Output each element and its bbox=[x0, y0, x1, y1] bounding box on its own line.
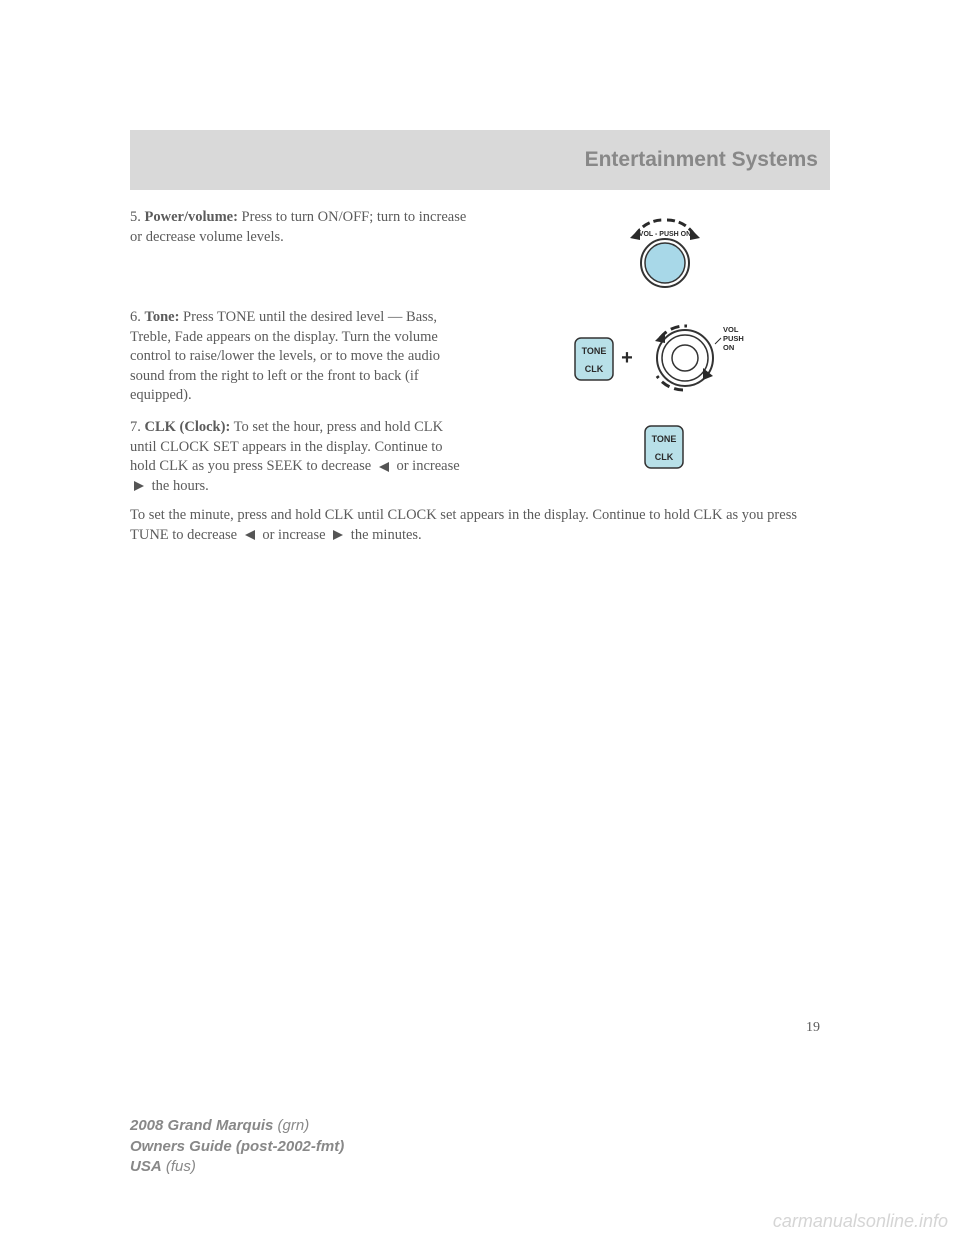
triangle-left-icon-2 bbox=[245, 530, 255, 540]
item-6-row: 6. Tone: Press TONE until the desired le… bbox=[130, 308, 830, 408]
item-7-num: 7. bbox=[130, 419, 141, 435]
item-5-icon-col: VOL - PUSH ON bbox=[470, 208, 830, 298]
item-6-icon-col: TONE CLK + VOL PUSH ON bbox=[470, 308, 830, 408]
svg-text:VOL: VOL bbox=[723, 325, 739, 334]
tone-controls-icon: TONE CLK + VOL PUSH ON bbox=[565, 308, 765, 408]
footer-line-2: Owners Guide (post-2002-fmt) bbox=[130, 1137, 344, 1157]
svg-text:ON: ON bbox=[723, 343, 734, 352]
item-7-rest3: the hours. bbox=[148, 478, 209, 494]
tail-1b: or increase bbox=[259, 527, 329, 543]
item-5-row: 5. Power/volume: Press to turn ON/OFF; t… bbox=[130, 208, 830, 298]
triangle-right-icon bbox=[134, 481, 144, 491]
footer-code-3: (fus) bbox=[162, 1158, 196, 1175]
volume-knob-icon: VOL - PUSH ON bbox=[605, 208, 725, 298]
page-number: 19 bbox=[806, 1020, 820, 1036]
item-7-bold: CLK (Clock): bbox=[145, 419, 231, 435]
triangle-left-icon bbox=[379, 462, 389, 472]
footer-code-1: (grn) bbox=[273, 1117, 309, 1134]
item-6-bold: Tone: bbox=[145, 309, 180, 325]
footer: 2008 Grand Marquis (grn) Owners Guide (p… bbox=[130, 1116, 344, 1177]
item-5-num: 5. bbox=[130, 209, 141, 225]
svg-text:VOL - PUSH ON: VOL - PUSH ON bbox=[639, 231, 691, 238]
item-6-num: 6. bbox=[130, 309, 141, 325]
section-title: Entertainment Systems bbox=[585, 148, 818, 172]
item-7-text: 7. CLK (Clock): To set the hour, press a… bbox=[130, 418, 470, 496]
svg-text:CLK: CLK bbox=[655, 452, 674, 462]
footer-region: USA bbox=[130, 1158, 162, 1175]
footer-line-1: 2008 Grand Marquis (grn) bbox=[130, 1116, 344, 1136]
item-5-text: 5. Power/volume: Press to turn ON/OFF; t… bbox=[130, 208, 470, 247]
item-7-row: 7. CLK (Clock): To set the hour, press a… bbox=[130, 418, 830, 496]
header-bar: Entertainment Systems bbox=[130, 130, 830, 190]
tone-clk-button-icon: TONE CLK bbox=[635, 418, 695, 478]
watermark: carmanualsonline.info bbox=[773, 1211, 948, 1232]
svg-text:TONE: TONE bbox=[582, 346, 607, 356]
footer-model: 2008 Grand Marquis bbox=[130, 1117, 273, 1134]
tail-paragraph: To set the minute, press and hold CLK un… bbox=[130, 506, 830, 545]
page: Entertainment Systems 5. Power/volume: P… bbox=[0, 0, 960, 1242]
tail-1a: To set the minute, press and hold CLK un… bbox=[130, 507, 797, 543]
item-7-rest2: or increase bbox=[393, 458, 460, 474]
svg-text:PUSH: PUSH bbox=[723, 334, 744, 343]
item-7-icon-col: TONE CLK bbox=[470, 418, 830, 478]
item-5-bold: Power/volume: bbox=[145, 209, 238, 225]
svg-text:+: + bbox=[621, 347, 633, 369]
tail-1c: the minutes. bbox=[347, 527, 422, 543]
triangle-right-icon-2 bbox=[333, 530, 343, 540]
svg-text:TONE: TONE bbox=[652, 434, 677, 444]
footer-line-3: USA (fus) bbox=[130, 1157, 344, 1177]
svg-text:CLK: CLK bbox=[585, 364, 604, 374]
item-6-text: 6. Tone: Press TONE until the desired le… bbox=[130, 308, 470, 406]
